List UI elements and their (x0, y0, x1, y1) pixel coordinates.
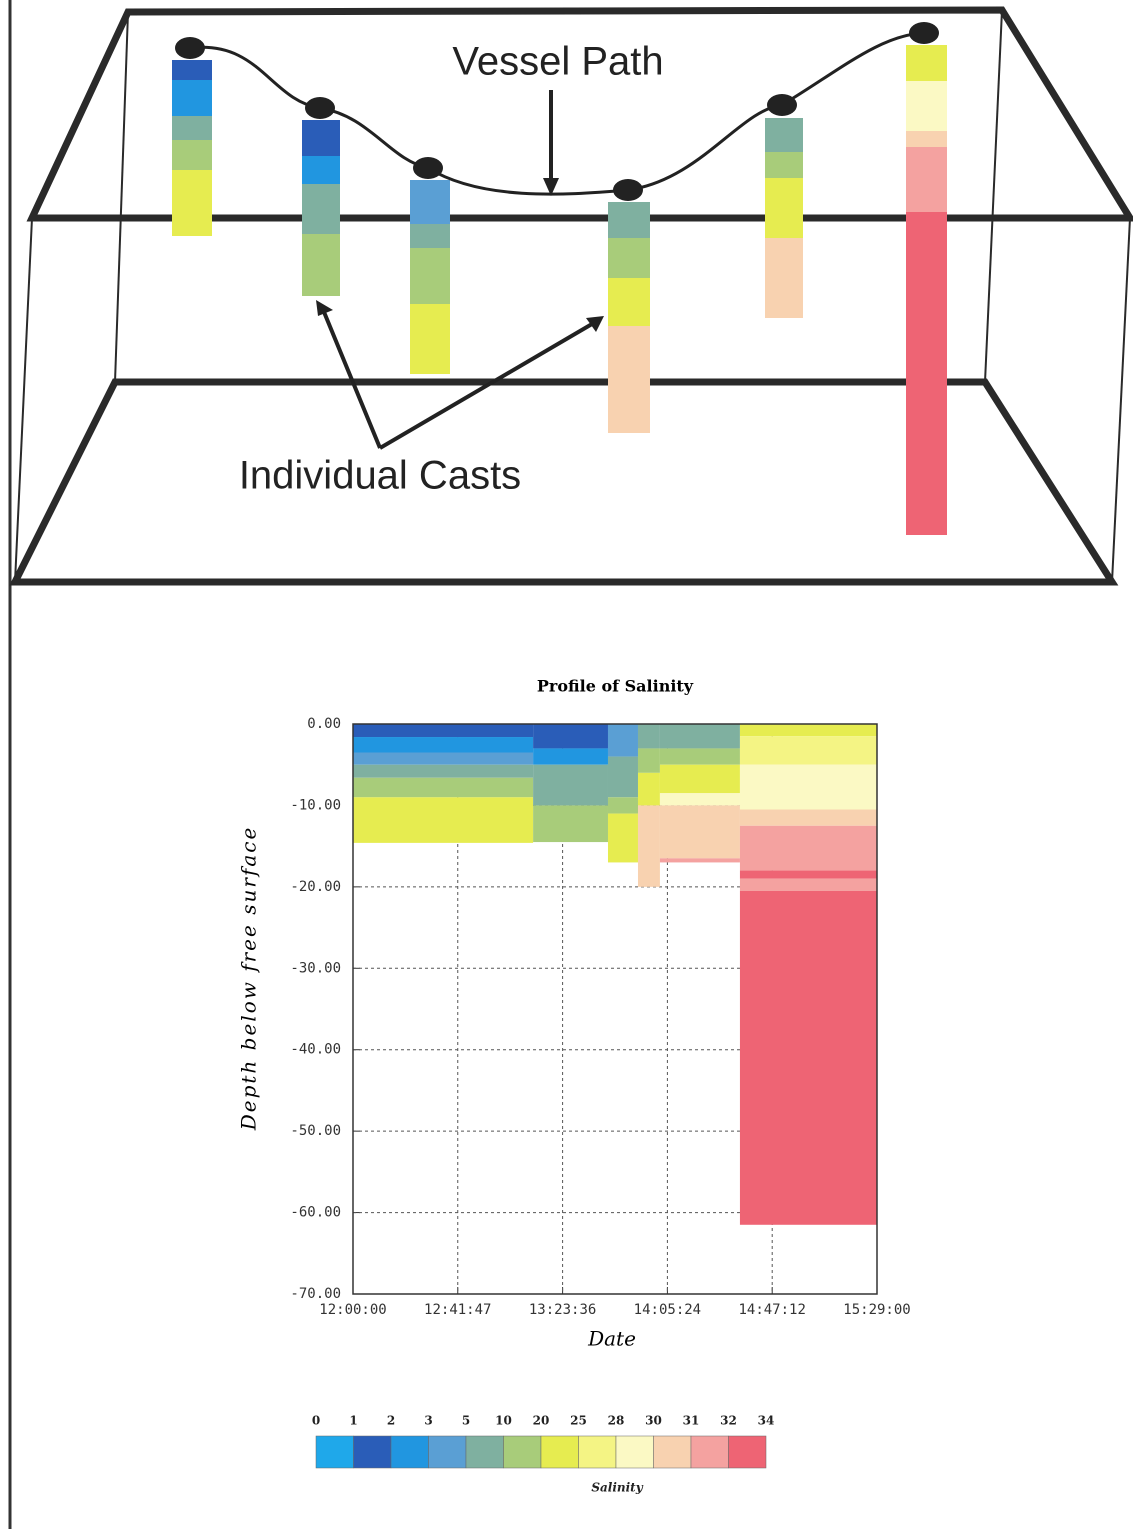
cast-layer (533, 748, 608, 765)
cast-layer (353, 777, 534, 798)
chart-title: Profile of Salinity (537, 677, 694, 696)
colorbar-swatch (540, 1435, 579, 1469)
diagram-casts (172, 45, 947, 535)
cast-layer (659, 764, 740, 794)
vessel-path (189, 31, 925, 196)
x-tick-label: 14:47:12 (738, 1302, 805, 1318)
colorbar-tick-label: 28 (608, 1414, 625, 1428)
cast-layer (739, 764, 877, 810)
cast-layer (637, 772, 660, 806)
cast-layer (353, 737, 534, 753)
colorbar-swatch (428, 1435, 467, 1469)
colorbar-swatch (390, 1435, 429, 1469)
y-tick-label: -20.00 (290, 879, 341, 895)
y-tick-label: -50.00 (290, 1123, 341, 1139)
x-tick-label: 14:05:24 (634, 1302, 701, 1318)
colorbar-swatch (578, 1435, 617, 1469)
plot-frame (352, 723, 878, 1295)
cast-layer (659, 793, 740, 806)
colorbar-tick-label: 3 (424, 1414, 432, 1428)
colorbar-swatch (690, 1435, 729, 1469)
cast-layer (637, 724, 660, 749)
x-axis-title: Date (587, 1327, 636, 1351)
x-tick-label: 12:00:00 (319, 1302, 386, 1318)
colorbar-swatch (615, 1435, 654, 1469)
cast-layer (739, 878, 877, 891)
colorbar-tick-label: 31 (683, 1414, 700, 1428)
cast-layer (607, 756, 638, 798)
cast-layer (739, 825, 877, 871)
colorbar-tick-label: 1 (349, 1414, 357, 1428)
colorbar-tick-label: 32 (720, 1414, 737, 1428)
cast-layer (739, 724, 877, 737)
casts-label: Individual Casts (239, 454, 521, 498)
cast-layer (607, 813, 638, 863)
y-tick-label: -30.00 (290, 960, 341, 976)
colorbar-tick-label: 5 (462, 1414, 470, 1428)
cast-layer (637, 748, 660, 773)
cast-layer (533, 764, 608, 806)
colorbar-swatch (503, 1435, 542, 1469)
cast-layer (739, 809, 877, 826)
cast-layer (353, 752, 534, 765)
colorbar-tick-label: 34 (758, 1414, 775, 1428)
colorbar-swatch (465, 1435, 504, 1469)
colorbar: 0 1 2 3 5 10 20 25 28 30 31 32 34 (312, 1414, 775, 1469)
plot (353, 724, 877, 1225)
colorbar-swatch (728, 1435, 767, 1469)
colorbar-tick-label: 0 (312, 1414, 320, 1428)
colorbar-swatch (653, 1435, 692, 1469)
colorbar-swatch (315, 1435, 354, 1469)
cast-layer (353, 797, 534, 843)
cast-layer (533, 724, 608, 749)
colorbar-tick-label: 25 (570, 1414, 587, 1428)
y-tick-label: -60.00 (290, 1205, 341, 1221)
colorbar-tick-label: 10 (495, 1414, 512, 1428)
y-tick-label: -70.00 (290, 1286, 341, 1302)
y-tick-label: -10.00 (290, 797, 341, 813)
y-tick-label: -40.00 (290, 1042, 341, 1058)
y-axis-title: Depth below free surface (237, 826, 261, 1132)
x-tick-label: 13:23:36 (529, 1302, 596, 1318)
x-tick-label: 15:29:00 (843, 1302, 910, 1318)
cast-layer (353, 764, 534, 778)
cast-layer (659, 858, 740, 863)
arrows (316, 90, 604, 450)
colorbar-tick-label: 20 (533, 1414, 550, 1428)
cast-layer (659, 724, 740, 749)
cast-layer (607, 724, 638, 757)
vessel-label: Vessel Path (452, 40, 663, 84)
colorbar-title: Salinity (591, 1481, 643, 1495)
vessel-stops (175, 22, 939, 201)
cast-layer (607, 797, 638, 814)
cast-layer (739, 736, 877, 765)
cast-layer (533, 805, 608, 843)
cast-layer (659, 748, 740, 765)
y-tick-label: 0.00 (307, 716, 341, 732)
x-tick-label: 12:41:47 (424, 1302, 491, 1318)
cast-layer (637, 805, 660, 887)
colorbar-swatch (353, 1435, 392, 1469)
cast-layer (739, 870, 877, 879)
cast-layer (659, 805, 740, 859)
diagram-box (9, 6, 1133, 586)
colorbar-tick-label: 2 (387, 1414, 395, 1428)
cast-layer (353, 724, 534, 738)
colorbar-tick-label: 30 (645, 1414, 662, 1428)
cast-layer (739, 890, 877, 1225)
